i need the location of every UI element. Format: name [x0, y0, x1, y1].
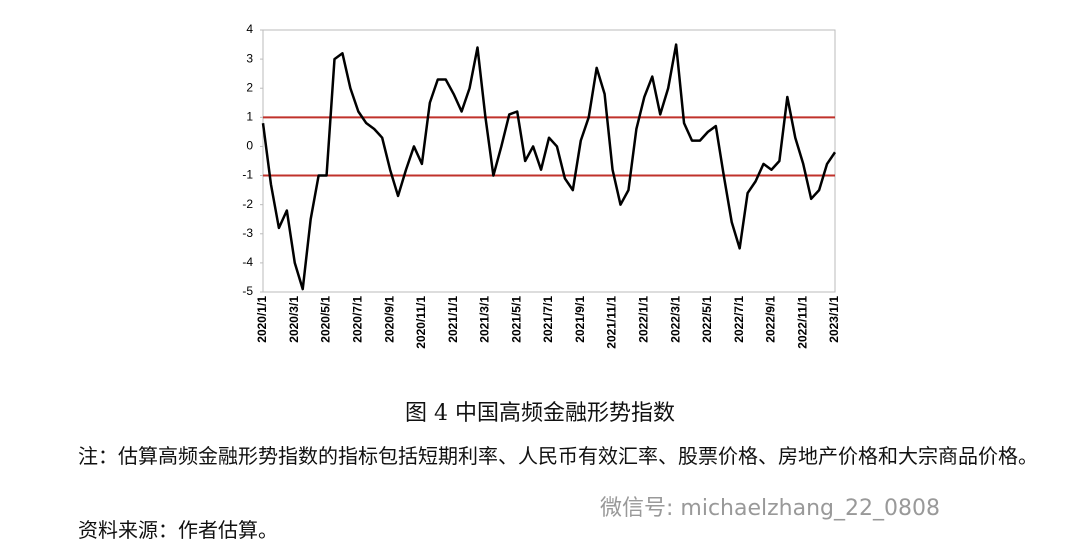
x-tick-label: 2020/9/1	[382, 296, 396, 343]
x-tick-label: 2020/11/1	[414, 296, 428, 349]
y-tick-label: 4	[246, 22, 253, 36]
x-tick-label: 2021/5/1	[509, 296, 523, 343]
x-tick-label: 2022/9/1	[764, 296, 778, 343]
watermark: 微信号: michaelzhang_22_0808	[600, 496, 940, 521]
note: 注：估算高频金融形势指数的指标包括短期利率、人民币有效汇率、股票价格、房地产价格…	[78, 444, 1038, 468]
x-tick-label: 2020/7/1	[351, 296, 365, 343]
y-tick-label: 0	[246, 139, 253, 153]
x-tick-label: 2021/7/1	[541, 296, 555, 343]
y-tick-label: -2	[242, 197, 253, 211]
x-tick-label: 2022/1/1	[637, 296, 651, 343]
x-tick-label: 2021/9/1	[573, 296, 587, 343]
y-tick-label: -3	[242, 226, 253, 240]
x-tick-label: 2023/1/1	[827, 296, 841, 343]
y-tick-label: 2	[246, 80, 253, 94]
x-tick-label: 2022/3/1	[668, 296, 682, 343]
chart: -5 -4 -3 -2 -1 0 1 2 3 4 2020/1/1 2020/3/1 2020/5/1 2…	[242, 22, 841, 349]
line	[261, 43, 837, 291]
y-tick-label: -1	[242, 168, 253, 182]
x-tick-label: 2021/11/1	[605, 296, 619, 349]
x-tick-label: 2022/5/1	[700, 296, 714, 343]
x-tick-label: 2022/7/1	[732, 296, 746, 343]
x-tick-label: 2020/3/1	[287, 296, 301, 343]
x-tick-label: 2020/5/1	[319, 296, 333, 343]
y-tick-label: -4	[242, 255, 253, 269]
x-tick-label: 2022/11/1	[795, 296, 809, 349]
x-tick-label: 2021/1/1	[446, 296, 460, 343]
x-tick-label: 2020/1/1	[255, 296, 269, 343]
y-tick-label: -5	[242, 284, 253, 298]
plot-frame	[262, 29, 836, 293]
y-tick-label: 1	[246, 110, 253, 124]
caption: 图 4 中国高频金融形势指数	[405, 401, 675, 426]
y-tick-label: 3	[246, 51, 253, 65]
x-tick-label: 2021/3/1	[478, 296, 492, 343]
source: 资料来源：作者估算。	[78, 518, 278, 542]
